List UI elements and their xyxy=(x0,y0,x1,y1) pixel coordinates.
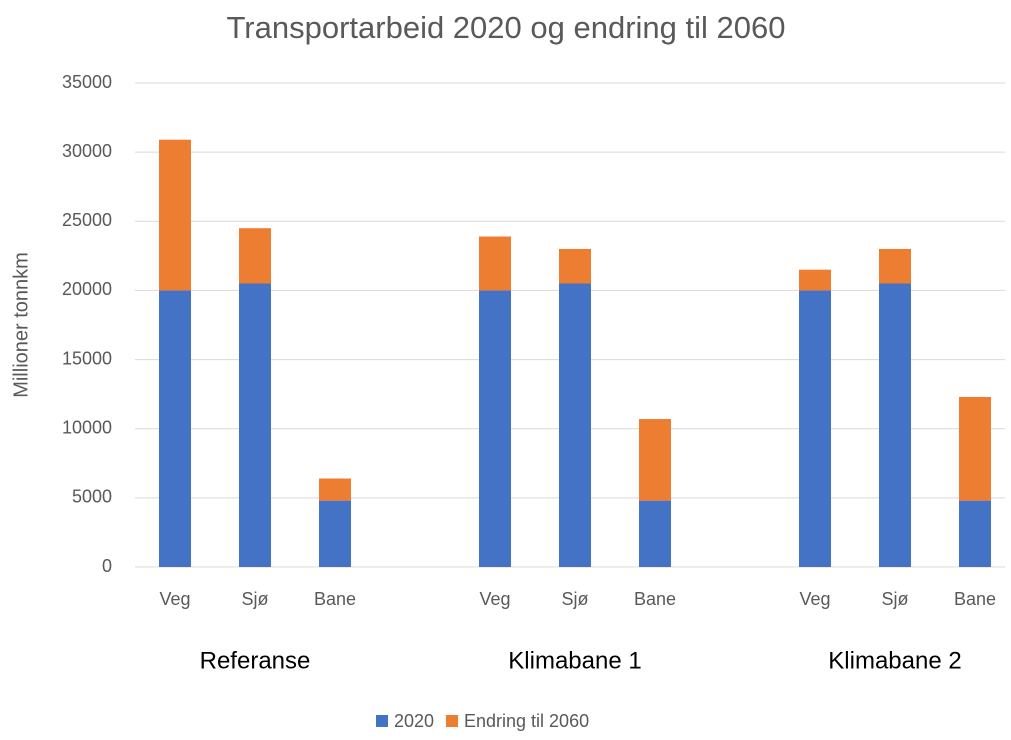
bar-segment xyxy=(239,283,271,567)
bar-segment xyxy=(639,500,671,567)
bar-segment xyxy=(239,228,271,284)
bar-segment xyxy=(799,290,831,567)
bar-segment xyxy=(159,139,191,291)
x-tick-label: Veg xyxy=(799,589,830,609)
x-tick-label: Sjø xyxy=(242,589,269,609)
y-axis-label: Millioner tonnkm xyxy=(10,252,32,398)
bar-segment xyxy=(319,478,351,501)
bar-segment xyxy=(879,248,911,284)
bar-segment xyxy=(799,269,831,291)
y-tick-label: 30000 xyxy=(62,141,112,161)
y-tick-label: 5000 xyxy=(72,487,112,507)
group-label: Referanse xyxy=(200,647,311,674)
x-tick-label: Bane xyxy=(314,589,356,609)
y-tick-label: 35000 xyxy=(62,72,112,92)
x-tick-label: Bane xyxy=(954,589,996,609)
bar-segment xyxy=(639,419,671,501)
x-tick-label: Bane xyxy=(634,589,676,609)
bar-segment xyxy=(879,283,911,567)
x-tick-label: Sjø xyxy=(562,589,589,609)
chart-title: Transportarbeid 2020 og endring til 2060 xyxy=(227,10,786,45)
group-label: Klimabane 2 xyxy=(828,647,961,674)
bar-segment xyxy=(319,500,351,567)
x-tick-label: Veg xyxy=(479,589,510,609)
bar-segment xyxy=(959,396,991,501)
x-tick-label: Sjø xyxy=(882,589,909,609)
y-tick-label: 25000 xyxy=(62,210,112,230)
legend-swatch xyxy=(446,715,458,727)
group-label: Klimabane 1 xyxy=(508,647,641,674)
legend-swatch xyxy=(376,715,388,727)
y-tick-label: 15000 xyxy=(62,348,112,368)
y-tick-label: 20000 xyxy=(62,279,112,299)
legend-label: 2020 xyxy=(394,711,434,731)
bar-segment xyxy=(559,248,591,284)
bar-segment xyxy=(959,500,991,567)
legend-label: Endring til 2060 xyxy=(464,711,589,731)
bar-segment xyxy=(559,283,591,567)
bar-segment xyxy=(479,236,511,291)
y-tick-label: 10000 xyxy=(62,417,112,437)
bar-segment xyxy=(479,290,511,567)
y-tick-label: 0 xyxy=(102,556,112,576)
x-tick-label: Veg xyxy=(159,589,190,609)
bar-segment xyxy=(159,290,191,567)
